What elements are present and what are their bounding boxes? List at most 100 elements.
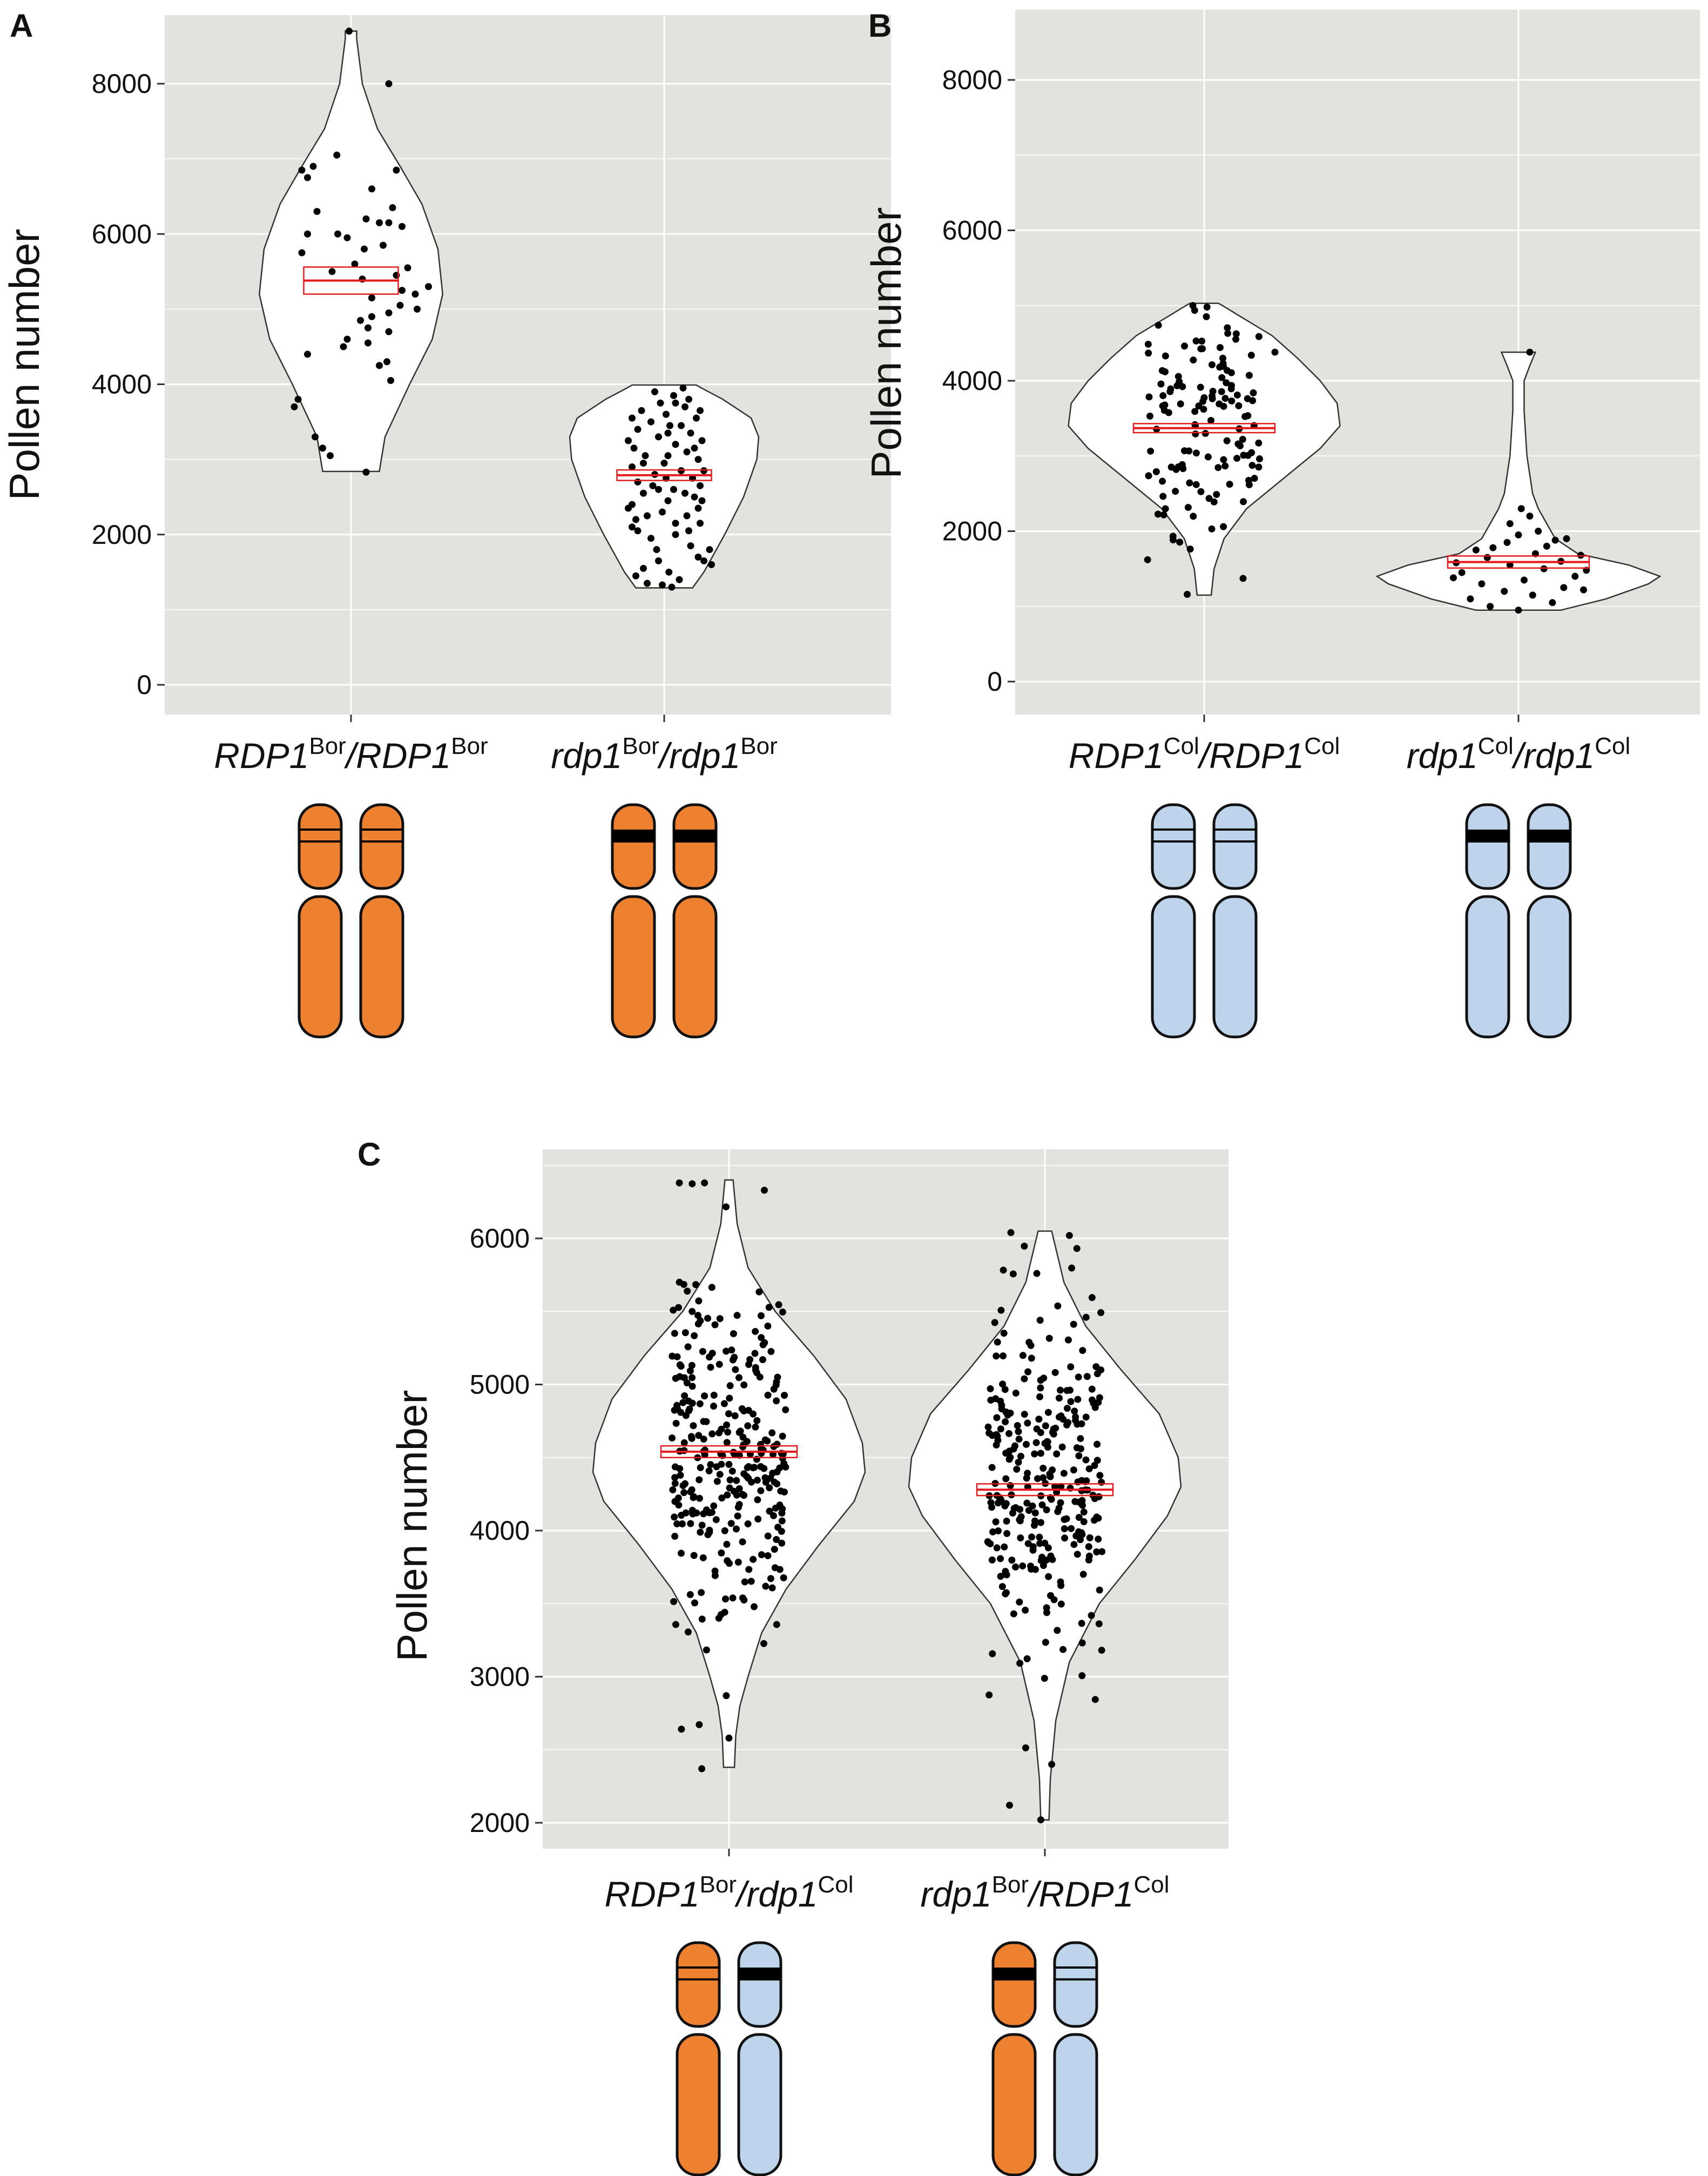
- panel-a-y-tick-label: 0: [137, 670, 152, 700]
- panel-c-data-point: [1022, 1440, 1030, 1448]
- panel-c-data-point: [993, 1431, 1000, 1438]
- panel-c-data-point: [1010, 1610, 1017, 1618]
- panel-a-data-point: [304, 174, 311, 181]
- panel-a-data-point: [672, 520, 679, 527]
- panel-c-data-point: [732, 1366, 739, 1373]
- panel-b-data-point: [1241, 413, 1249, 420]
- panel-c-data-point: [767, 1348, 775, 1355]
- panel-c-data-point: [1085, 1465, 1093, 1473]
- panel-c-data-point: [710, 1502, 718, 1510]
- panel-a-data-point: [634, 426, 642, 433]
- panel-c-data-point: [773, 1536, 780, 1544]
- panel-b-group-1-label: RDP1Col/RDP1Col: [1069, 733, 1340, 776]
- panel-b-y-tick-label: 8000: [942, 65, 1002, 95]
- panel-a-data-point: [630, 444, 638, 452]
- panel-c-data-point: [1021, 1242, 1028, 1250]
- panel-c-data-point: [1095, 1535, 1102, 1543]
- panel-c-data-point: [752, 1423, 759, 1431]
- chromosome-short-arm: [737, 1941, 782, 2028]
- panel-c-data-point: [751, 1603, 758, 1611]
- panel-c-data-point: [753, 1369, 760, 1377]
- panel-c-data-point: [1012, 1563, 1020, 1571]
- panel-c-data-point: [699, 1348, 706, 1355]
- panel-c-data-point: [760, 1640, 767, 1647]
- panel-a-data-point: [343, 234, 351, 241]
- panel-c-data-point: [1010, 1505, 1018, 1512]
- panel-c-data-point: [690, 1552, 698, 1559]
- panel-c-data-point: [1032, 1439, 1040, 1446]
- panel-b-data-point: [1489, 544, 1497, 551]
- panel-b-data-point: [1535, 528, 1542, 535]
- panel-c-data-point: [688, 1180, 696, 1188]
- panel-a-data-point: [385, 80, 393, 87]
- panel-b-data-point: [1189, 302, 1197, 309]
- panel-c-data-point: [1034, 1475, 1041, 1483]
- panel-c-data-point: [1036, 1533, 1043, 1541]
- panel-c-data-point: [701, 1392, 708, 1400]
- panel-a-y-tick-label: 6000: [92, 219, 152, 249]
- panel-c-data-point: [686, 1405, 693, 1413]
- panel-b-data-point: [1174, 373, 1182, 380]
- panel-c-data-point: [1057, 1386, 1064, 1394]
- panel-a-data-point: [655, 433, 662, 441]
- panel-c-data-point: [1049, 1556, 1056, 1564]
- panel-c-data-point: [697, 1528, 704, 1536]
- panel-a-data-point: [663, 410, 670, 418]
- panel-c-data-point: [761, 1436, 769, 1444]
- panel-c-data-point: [995, 1527, 1002, 1535]
- panel-b-data-point: [1251, 475, 1258, 482]
- panel-c-data-point: [755, 1288, 763, 1296]
- panel-a-data-point: [655, 557, 662, 564]
- panel-c-data-point: [1074, 1551, 1081, 1558]
- panel-c-data-point: [674, 1494, 682, 1502]
- panel-c-data-point: [1052, 1424, 1059, 1432]
- panel-c-data-point: [1057, 1499, 1064, 1506]
- panel-c-data-point: [1063, 1515, 1070, 1522]
- panel-c-data-point: [1037, 1450, 1044, 1457]
- panel-c-data-point: [1035, 1416, 1043, 1423]
- panel-b-data-point: [1155, 321, 1162, 329]
- panel-c-data-point: [1073, 1444, 1081, 1452]
- panel-b-data-point: [1159, 477, 1166, 485]
- panel-c-data-point: [676, 1361, 684, 1369]
- panel-a-data-point: [666, 422, 673, 429]
- panel-a-data-point: [685, 527, 692, 535]
- panel-c-data-point: [1001, 1386, 1009, 1393]
- panel-c-data-point: [1061, 1525, 1068, 1532]
- chromosome-short-arm: [611, 803, 656, 890]
- panel-c-data-point: [733, 1312, 741, 1319]
- panel-a-data-point: [629, 523, 636, 531]
- panel-a-letter: A: [10, 8, 33, 44]
- panel-b-data-point: [1247, 352, 1255, 359]
- panel-c-data-point: [764, 1532, 772, 1540]
- panel-b-data-point: [1157, 380, 1165, 388]
- panel-a-data-point: [672, 441, 679, 448]
- panel-c-data-point: [703, 1646, 710, 1654]
- panel-c-data-point: [705, 1467, 713, 1474]
- panel-c-data-point: [684, 1288, 691, 1295]
- panel-a-data-point: [647, 418, 654, 426]
- panel-c-data-point: [1016, 1660, 1024, 1667]
- panel-b-data-point: [1162, 505, 1169, 513]
- panel-c-data-point: [724, 1491, 731, 1499]
- panel-a-data-point: [304, 230, 311, 238]
- panel-b-data-point: [1515, 607, 1522, 614]
- panel-a: A 0 2000 4000 6000 8000 Pollen number RDP1Bo…: [1, 8, 891, 1039]
- panel-b-data-point: [1449, 574, 1457, 582]
- chromosome-long-arm: [1527, 895, 1572, 1039]
- panel-b-data-point: [1226, 481, 1233, 488]
- panel-a-group-1-chromosome-pair: [298, 803, 404, 1039]
- panel-c-data-point: [1057, 1582, 1065, 1589]
- panel-c-data-point: [1003, 1530, 1011, 1537]
- panel-c-data-point: [751, 1350, 759, 1357]
- panel-c-data-point: [1075, 1514, 1083, 1521]
- panel-b-data-point: [1224, 324, 1231, 332]
- panel-c-data-point: [1098, 1647, 1105, 1654]
- panel-a-data-point: [634, 527, 642, 535]
- panel-b-data-point: [1223, 379, 1230, 387]
- panel-c-data-point: [1074, 1396, 1082, 1403]
- panel-c-data-point: [1048, 1495, 1055, 1503]
- panel-b-data-point: [1526, 348, 1534, 356]
- panel-c-data-point: [744, 1520, 752, 1528]
